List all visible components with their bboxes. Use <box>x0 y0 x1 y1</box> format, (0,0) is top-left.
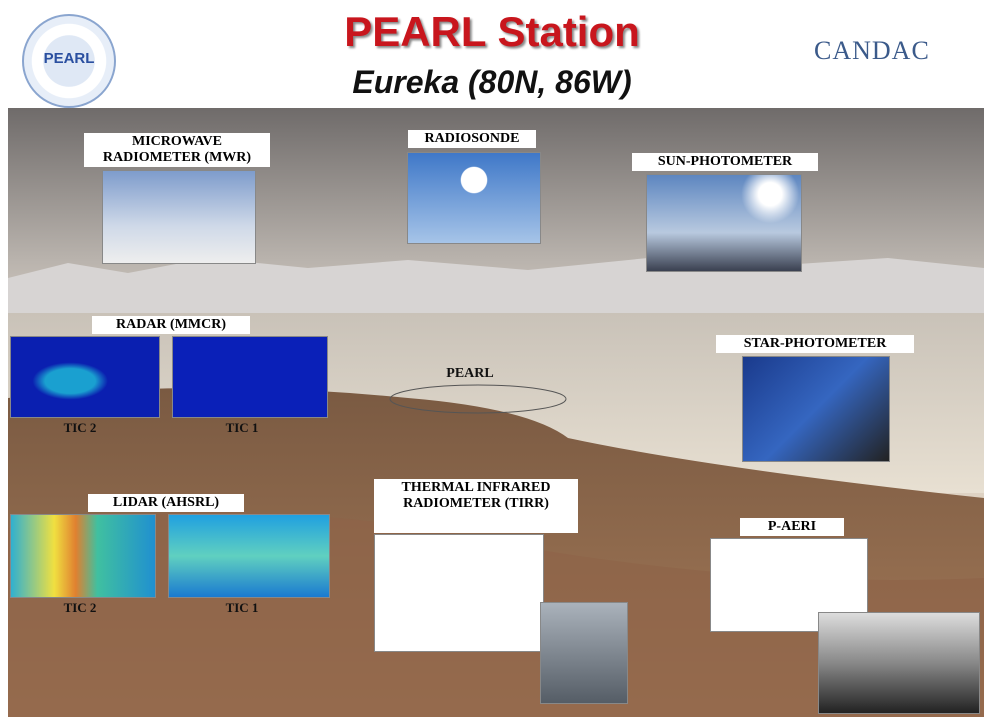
plot-image <box>172 336 328 418</box>
slide: PEARL PEARL Station Eureka (80N, 86W) CA… <box>0 0 984 717</box>
photo <box>818 612 980 714</box>
photo <box>742 356 890 462</box>
plot-image <box>168 514 330 598</box>
site-label: PEARL <box>430 366 510 382</box>
photo <box>646 174 802 272</box>
plot-caption: TIC 2 <box>50 420 110 436</box>
plot-image <box>10 336 160 418</box>
plot-caption: TIC 1 <box>212 600 272 616</box>
panel-label: P-AERI <box>740 518 844 536</box>
plot-image <box>374 534 544 652</box>
plot-image <box>10 514 156 598</box>
panel-label: SUN-PHOTOMETER <box>632 153 818 171</box>
plot-caption: TIC 2 <box>50 600 110 616</box>
panel-label: LIDAR (AHSRL) <box>88 494 244 512</box>
photo <box>540 602 628 704</box>
panel-label: MICROWAVE RADIOMETER (MWR) <box>84 133 270 167</box>
panel-label: STAR-PHOTOMETER <box>716 335 914 353</box>
plot-caption: TIC 1 <box>212 420 272 436</box>
panel-label: RADIOSONDE <box>408 130 536 148</box>
slide-subtitle: Eureka (80N, 86W) <box>0 64 984 101</box>
partner-logo: CANDAC <box>814 36 930 66</box>
panel-label: THERMAL INFRARED RADIOMETER (TIRR) <box>374 479 578 533</box>
photo <box>102 170 256 264</box>
photo <box>407 152 541 244</box>
panel-label: RADAR (MMCR) <box>92 316 250 334</box>
